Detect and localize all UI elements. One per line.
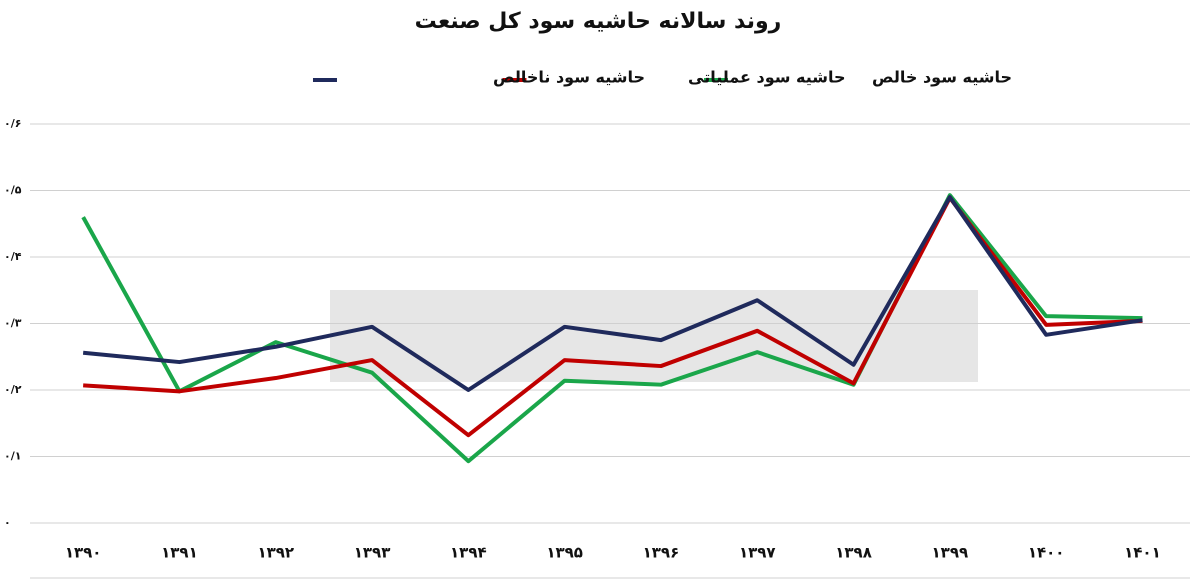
x-tick-label: ۱۴۰۱ — [1124, 544, 1161, 562]
chart-title: روند سالانه حاشیه سود کل صنعت — [415, 9, 782, 34]
y-tick-label: ۰/۶ — [4, 117, 21, 130]
x-tick-label: ۱۳۹۳ — [354, 544, 391, 562]
legend-label: حاشیه سود خالص — [872, 68, 1012, 87]
x-tick-label: ۱۴۰۰ — [1028, 544, 1065, 562]
legend-label: حاشیه سود عملیاتی — [688, 68, 846, 87]
y-tick-label: ۰/۵ — [4, 184, 22, 197]
y-tick-label: ۰ — [4, 516, 11, 529]
watermark-band — [330, 290, 978, 382]
y-tick-label: ۰/۳ — [4, 317, 22, 330]
y-tick-label: ۰/۲ — [4, 383, 22, 396]
x-tick-label: ۱۳۹۰ — [65, 544, 102, 562]
x-tick-label: ۱۳۹۸ — [835, 544, 872, 562]
x-tick-label: ۱۳۹۶ — [643, 544, 680, 562]
x-tick-label: ۱۳۹۴ — [450, 544, 487, 562]
x-tick-label: ۱۳۹۷ — [739, 544, 776, 562]
series-line — [82, 195, 1143, 392]
x-tick-label: ۱۳۹۵ — [546, 544, 583, 562]
legend-label: حاشیه سود ناخالص — [493, 68, 645, 87]
y-tick-label: ۰/۱ — [4, 450, 21, 463]
x-tick-label: ۱۳۹۹ — [932, 544, 969, 562]
x-tick-label: ۱۳۹۲ — [257, 544, 294, 562]
x-tick-label: ۱۳۹۱ — [161, 544, 198, 562]
y-tick-label: ۰/۴ — [4, 250, 22, 263]
